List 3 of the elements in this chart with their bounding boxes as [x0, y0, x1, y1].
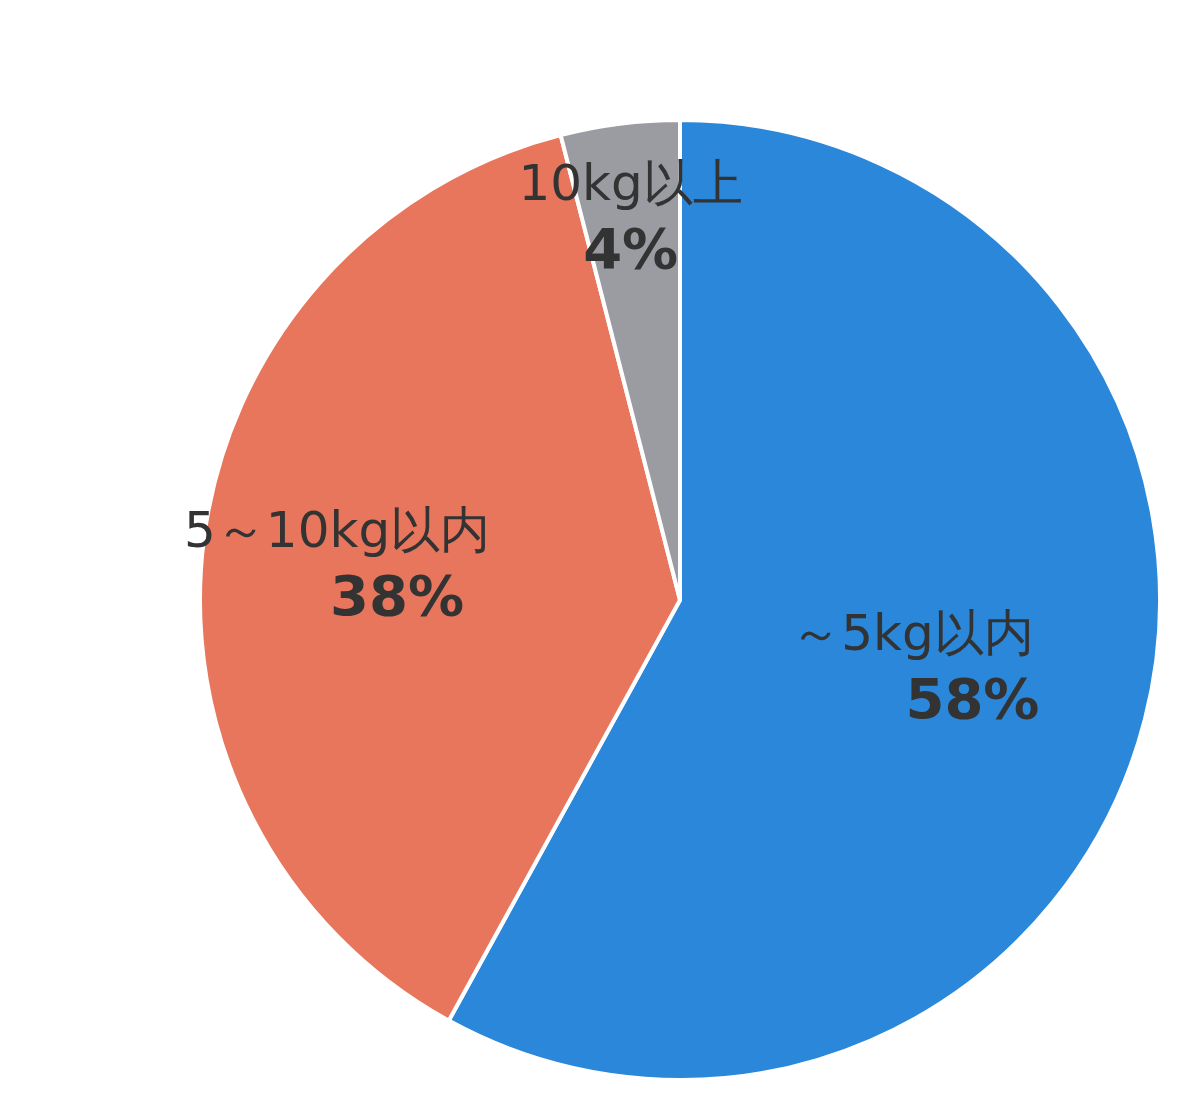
data-label: 58% [905, 665, 1040, 731]
slice-label: ～5kg以内 [791, 603, 1034, 662]
data-label: 38% [330, 562, 465, 628]
